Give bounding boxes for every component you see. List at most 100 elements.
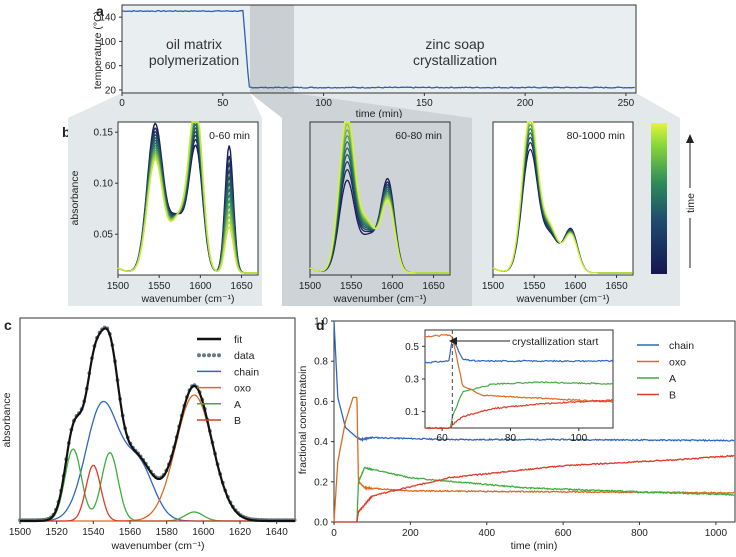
b-xtick-label: 1600 bbox=[381, 281, 404, 292]
panel-a: a oil matrix polymerization zinc soap cr… bbox=[68, 3, 680, 120]
d-ytick-label: 0.6 bbox=[314, 397, 328, 408]
c-xtick-label: 1520 bbox=[46, 527, 69, 538]
c-xlabel: wavenumber (cm⁻¹) bbox=[110, 540, 204, 552]
colorbar-arrow-head bbox=[686, 134, 694, 143]
d-line-a bbox=[334, 466, 735, 523]
inset-xtick-label: 100 bbox=[570, 433, 587, 444]
inset-ytick-label: 0.1 bbox=[405, 407, 419, 418]
panel-a-label: a bbox=[96, 3, 104, 19]
d-ytick-label: 1.0 bbox=[314, 317, 328, 328]
annotation-arrow-head bbox=[449, 337, 457, 345]
c-legend-label: fit bbox=[234, 334, 242, 346]
inset-annotation: crystallization start bbox=[512, 336, 598, 348]
legend-swatch-data bbox=[202, 353, 206, 358]
c-fit-line bbox=[20, 327, 295, 523]
a-xtick-label: 0 bbox=[119, 98, 125, 109]
b-xtick-label: 1550 bbox=[148, 281, 171, 292]
a-ytick-label: 140 bbox=[99, 13, 116, 24]
inset-ytick-label: 0.5 bbox=[405, 342, 419, 353]
legend-swatch-data bbox=[207, 353, 211, 358]
c-legend-label: chain bbox=[234, 366, 259, 378]
c-xtick-label: 1600 bbox=[192, 527, 215, 538]
a-ytick-label: 100 bbox=[99, 37, 116, 48]
d-legend-label: oxo bbox=[669, 357, 686, 369]
c-component-b bbox=[20, 464, 295, 522]
d-xtick-label: 600 bbox=[555, 528, 572, 539]
phase-region-polymerization bbox=[122, 5, 250, 93]
spectrum-line bbox=[309, 121, 450, 274]
b-ytick-label: 0.10 bbox=[94, 179, 114, 190]
b-xtick-label: 1500 bbox=[482, 281, 505, 292]
annot-oil-matrix: oil matrix bbox=[166, 36, 222, 52]
annot-crystallization: crystallization bbox=[413, 52, 497, 68]
funnel-right bbox=[294, 93, 680, 118]
b-xtick-label: 1550 bbox=[523, 281, 546, 292]
b-xtick-label: 1650 bbox=[422, 281, 445, 292]
d-xtick-label: 200 bbox=[402, 528, 419, 539]
c-xtick-label: 1560 bbox=[119, 527, 142, 538]
b-xtick-label: 1600 bbox=[564, 281, 587, 292]
d-ytick-label: 0.8 bbox=[314, 357, 328, 368]
b-xtick-label: 1600 bbox=[189, 281, 212, 292]
inset-line-chain bbox=[424, 337, 614, 364]
time-colorbar bbox=[651, 123, 667, 274]
c-xtick-label: 1540 bbox=[82, 527, 105, 538]
d-ytick-label: 0.0 bbox=[314, 518, 328, 529]
d-legend-label: chain bbox=[669, 340, 694, 352]
colorbar-label-bg bbox=[682, 188, 698, 218]
inset-line-oxo bbox=[424, 333, 614, 403]
phase-region-transition bbox=[250, 5, 294, 93]
temperature-line bbox=[121, 9, 635, 89]
d-xtick-label: 800 bbox=[631, 528, 648, 539]
c-ylabel: absorbance bbox=[1, 392, 13, 447]
b2-spectra bbox=[309, 121, 450, 274]
panel-b-label: b bbox=[62, 124, 71, 140]
d-ytick-label: 0.4 bbox=[314, 437, 328, 448]
panel-a-frame bbox=[121, 4, 637, 94]
b3-title: 80-1000 min bbox=[567, 130, 626, 142]
d-xtick-label: 400 bbox=[478, 528, 495, 539]
colorbar-label: time bbox=[685, 193, 697, 213]
phase-region-crystallization bbox=[294, 5, 636, 93]
b3-plot-area bbox=[492, 121, 634, 276]
c-legend-label: data bbox=[234, 350, 255, 362]
a-ytick-label: 60 bbox=[105, 61, 117, 72]
inset-ytick-label: 0.3 bbox=[405, 375, 419, 386]
a-xtick-label: 150 bbox=[416, 98, 433, 109]
b-xtick-label: 1500 bbox=[299, 281, 322, 292]
b2-title: 60-80 min bbox=[395, 130, 442, 142]
legend-swatch-data bbox=[212, 353, 216, 358]
c-plot-area bbox=[19, 317, 296, 522]
b1-title: 0-60 min bbox=[209, 130, 250, 142]
b-ytick-label: 0.05 bbox=[94, 230, 114, 241]
panel-c: c 1500 1520 1540 1560 1580 1600 1620 1640 fit da… bbox=[1, 317, 297, 552]
legend-swatch-data bbox=[197, 353, 201, 358]
b-xtick-label: 1650 bbox=[605, 281, 628, 292]
c-xtick-label: 1500 bbox=[9, 527, 32, 538]
panel-a-ylabel: temperature (°C) bbox=[92, 11, 104, 89]
b-ylabel: absorbance bbox=[69, 170, 81, 225]
panel-d: d 0 200 400 600 800 1000 0.0 0.2 0.4 0.6 0.8 1.0 ch… bbox=[297, 317, 736, 552]
spectrum-line bbox=[492, 121, 633, 274]
b-ytick-label: 0.15 bbox=[94, 128, 114, 139]
panel-a-xlabel: time (min) bbox=[356, 108, 403, 120]
inset-lines bbox=[424, 333, 614, 430]
c-legend: fit data chain oxo AB bbox=[197, 334, 259, 427]
d-xtick-label: 1000 bbox=[705, 528, 728, 539]
d-legend-label: B bbox=[669, 390, 676, 402]
c-legend-label: A bbox=[234, 399, 241, 411]
a-xtick-label: 100 bbox=[315, 98, 332, 109]
d-xlabel: time (min) bbox=[511, 540, 558, 552]
d-legend-label: A bbox=[669, 373, 676, 385]
annot-polymerization: polymerization bbox=[149, 52, 239, 68]
d-ytick-label: 0.2 bbox=[314, 477, 328, 488]
c-legend-label: B bbox=[234, 415, 241, 427]
inset-xtick-label: 60 bbox=[437, 433, 449, 444]
b1-spectra bbox=[117, 121, 258, 274]
a-xtick-label: 50 bbox=[217, 98, 229, 109]
a-xtick-label: 250 bbox=[618, 98, 635, 109]
d-xtick-label: 0 bbox=[331, 528, 337, 539]
d-line-b bbox=[334, 454, 735, 523]
a-ytick-label: 20 bbox=[105, 85, 117, 96]
